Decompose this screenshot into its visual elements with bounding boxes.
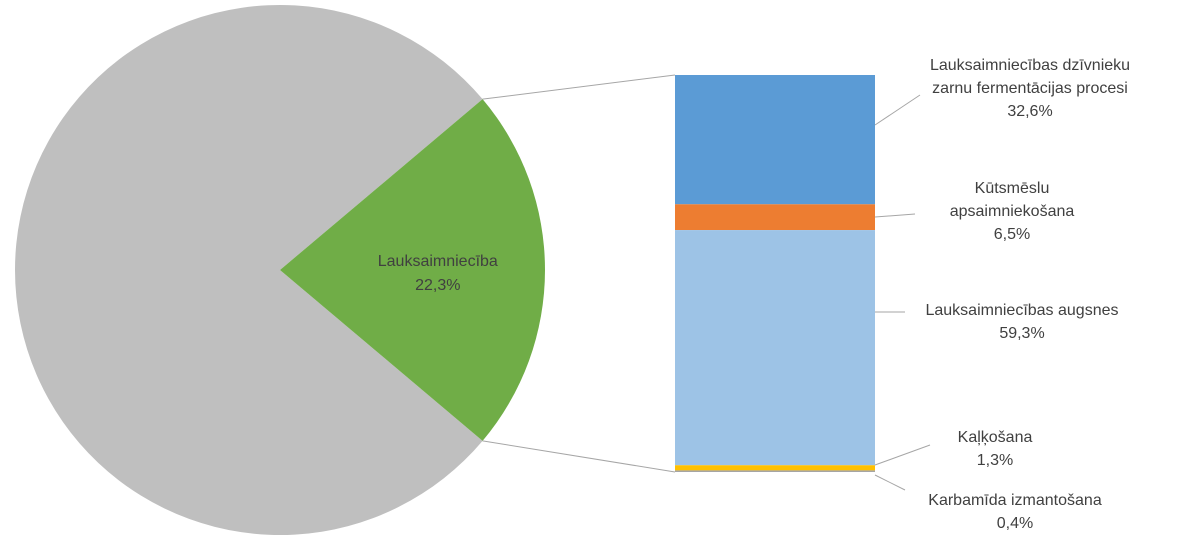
bar-segment-label: zarnu fermentācijas procesi <box>932 80 1128 97</box>
pie-group <box>15 4 545 535</box>
leader-line <box>874 213 916 218</box>
data-labels: Lauksaimniecība 22,3% Lauksaimniecības dzī… <box>378 57 1130 532</box>
bar-segment-label: apsaimniekošana <box>950 203 1075 220</box>
bar-segment-label: Kūtsmēslu <box>975 180 1050 197</box>
bar-segment-value-label: 1,3% <box>977 452 1013 469</box>
bar-segment-value-label: 0,4% <box>997 515 1033 532</box>
bar-segment-value-label: 32,6% <box>1007 103 1052 120</box>
bar-segment <box>675 465 875 471</box>
pie-slice <box>280 99 545 441</box>
leader-line <box>874 444 931 466</box>
bar-segment-value-label: 59,3% <box>999 325 1044 342</box>
bar-segment-label: Lauksaimniecības augsnes <box>925 302 1118 319</box>
bar-segment <box>675 230 875 466</box>
connector-line-bottom <box>482 440 676 473</box>
bar-segment <box>675 75 875 205</box>
bar-segment <box>675 204 875 231</box>
pie-slice <box>15 4 483 535</box>
pie-slice-label: Lauksaimniecība <box>378 253 498 270</box>
bar-segment-label: Lauksaimniecības dzīvnieku <box>930 57 1130 74</box>
connector-line-top <box>482 74 676 100</box>
bar-segment-label: Karbamīda izmantošana <box>928 492 1102 509</box>
leader-line <box>874 474 906 491</box>
stacked-bar <box>675 75 875 472</box>
leader-line <box>874 94 921 126</box>
connector-lines <box>482 74 676 473</box>
bar-segment <box>675 470 875 472</box>
bar-segment-value-label: 6,5% <box>994 226 1030 243</box>
pie-slice-value-label: 22,3% <box>415 277 460 294</box>
bar-segment-label: Kaļķošana <box>958 429 1033 446</box>
